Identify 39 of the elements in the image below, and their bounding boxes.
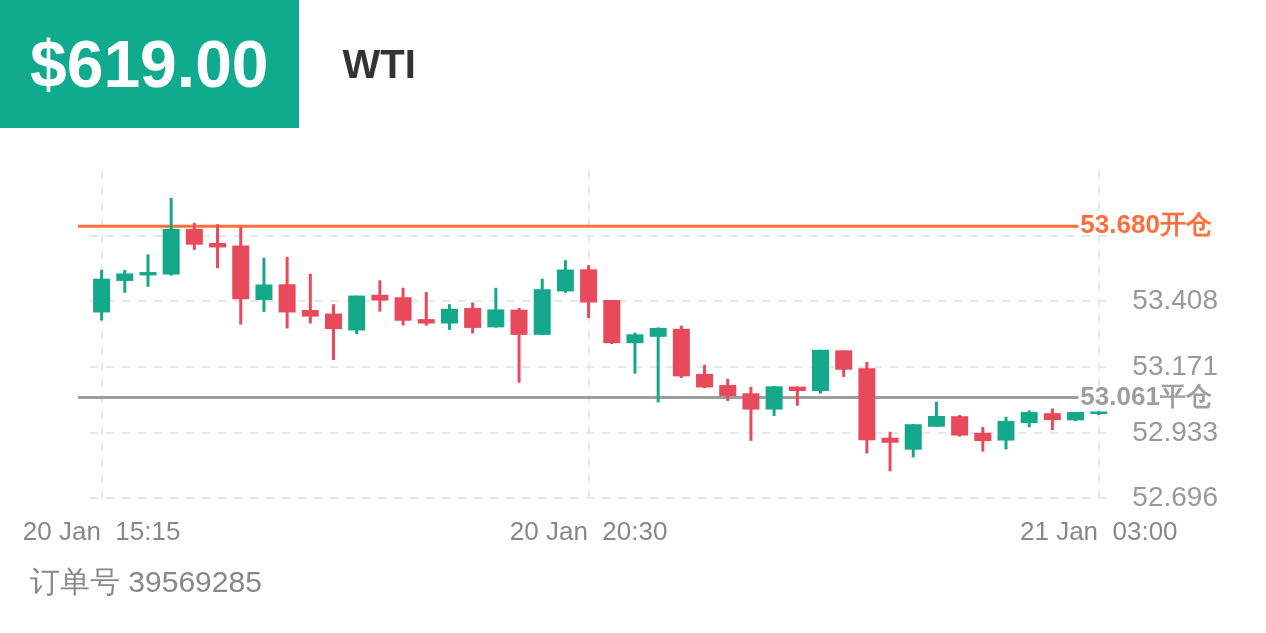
candlestick xyxy=(951,415,969,437)
ref-line-label: 53.680开仓 xyxy=(1080,209,1212,240)
candlestick xyxy=(974,426,992,452)
candlestick xyxy=(255,257,273,312)
candlestick xyxy=(765,386,783,416)
candlestick xyxy=(742,385,760,441)
chart-subtitle: $619.00 xyxy=(0,0,299,128)
candlestick xyxy=(325,304,342,362)
candlestick xyxy=(301,273,319,324)
candlestick xyxy=(719,377,737,401)
candlestick xyxy=(394,286,412,326)
x-tick-label: 20 Jan 20:30 xyxy=(509,515,668,546)
candlestick xyxy=(626,332,644,374)
candlestick xyxy=(927,400,945,427)
candlestick xyxy=(1043,408,1061,432)
candlestick xyxy=(139,254,157,287)
candlestick xyxy=(464,302,482,334)
ref-line-label: 53.061平仓 xyxy=(1080,380,1212,411)
x-tick-label: 21 Jan 03:00 xyxy=(1019,515,1178,546)
candlestick xyxy=(209,224,227,270)
candlestick xyxy=(556,260,574,293)
candlestick xyxy=(417,291,435,326)
candlestick xyxy=(440,304,458,330)
candlestick xyxy=(185,221,203,250)
candlestick xyxy=(881,431,899,472)
candlestick xyxy=(696,365,714,389)
candlestick xyxy=(487,286,505,328)
chart-title: WTI xyxy=(342,41,416,87)
y-tick-label: 52.933 xyxy=(1132,415,1218,447)
candlestick xyxy=(116,268,134,293)
y-tick-label: 53.171 xyxy=(1132,349,1218,381)
candlestick xyxy=(649,327,667,403)
y-tick-label: 52.696 xyxy=(1132,481,1218,513)
candlestick xyxy=(371,280,389,312)
text: 订单号 39569285 xyxy=(30,565,262,598)
candlestick xyxy=(997,415,1015,450)
x-tick-label: 20 Jan 15:15 xyxy=(22,515,181,546)
y-tick-label: 53.408 xyxy=(1132,284,1218,316)
candlestick xyxy=(835,350,853,377)
